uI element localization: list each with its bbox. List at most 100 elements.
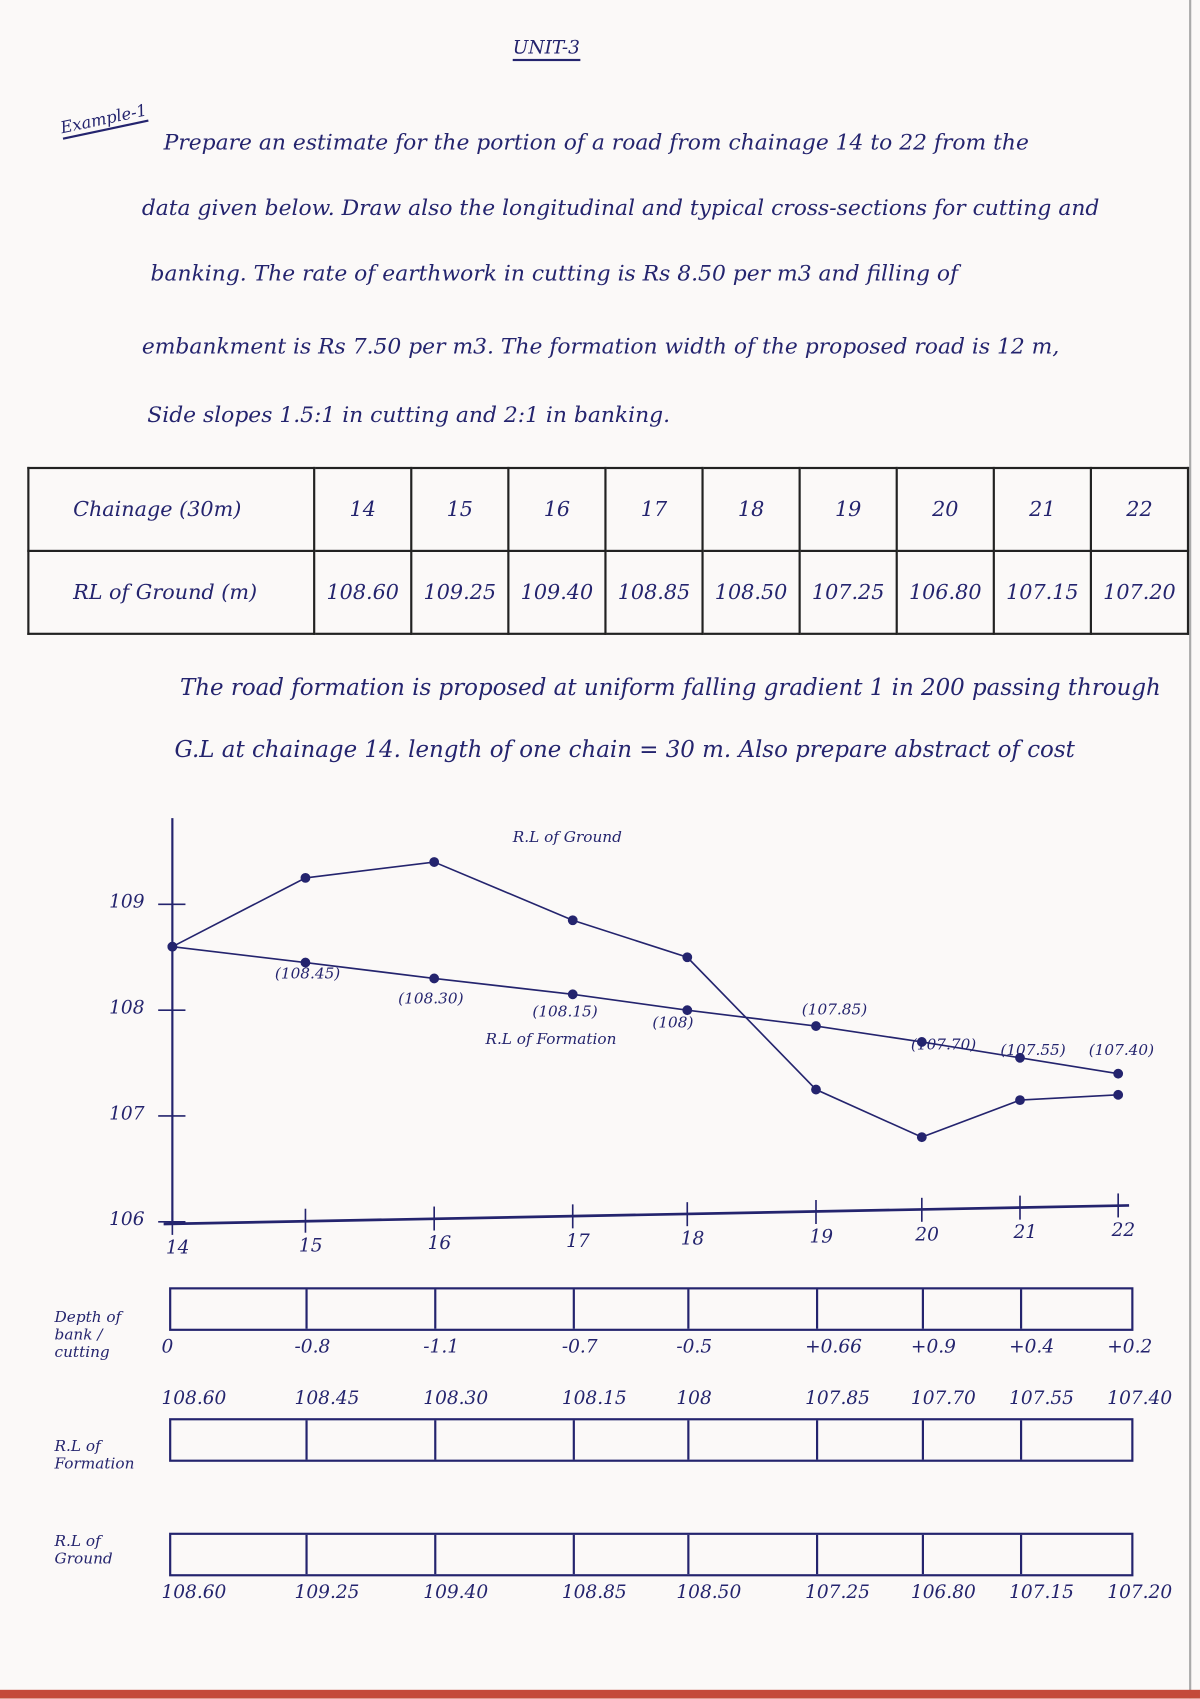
formation-point — [682, 1005, 693, 1016]
rl-ground-header: RL of Ground (m) — [27, 549, 316, 635]
rl-ground-value: 107.20 — [1107, 1581, 1173, 1604]
chainage-cell: 17 — [604, 466, 704, 552]
rl-ground-cell: 109.40 — [507, 549, 607, 635]
chainage-cell: 16 — [507, 466, 607, 552]
problem-line-3: banking. The rate of earthwork in cuttin… — [150, 259, 959, 286]
band-divider — [921, 1420, 924, 1460]
rl-formation-value: 108.45 — [294, 1387, 360, 1410]
band-divider — [921, 1534, 924, 1575]
band-divider — [687, 1534, 690, 1575]
band-divider — [572, 1289, 575, 1329]
rl-formation-value: 108 — [676, 1387, 712, 1410]
band-divider — [921, 1289, 924, 1329]
chainage-cell: 22 — [1089, 466, 1190, 552]
rl-formation-band — [169, 1418, 1134, 1462]
chainage-cell: 19 — [798, 466, 898, 552]
x-tick-label: 17 — [566, 1230, 590, 1253]
ground-series-label: R.L of Ground — [512, 829, 622, 847]
x-tick-label: 15 — [298, 1234, 323, 1257]
rl-ground-value: 108.85 — [561, 1581, 627, 1604]
x-axis — [163, 1204, 1130, 1226]
band-divider — [572, 1420, 575, 1460]
ground-point — [429, 857, 440, 867]
formation-point — [811, 1021, 821, 1031]
rl-formation-label: R.L of Formation — [54, 1437, 135, 1473]
unit-heading: UNIT-3 — [512, 37, 580, 62]
point-label: (108.30) — [398, 990, 464, 1008]
ground-point — [811, 1084, 821, 1095]
formation-point — [1113, 1068, 1124, 1079]
band-divider — [434, 1534, 437, 1575]
rl-formation-value: 107.40 — [1107, 1387, 1173, 1410]
band-divider — [687, 1289, 690, 1329]
ground-point — [682, 952, 693, 963]
rl-ground-label: R.L of Ground — [54, 1532, 113, 1568]
x-tick-label: 14 — [165, 1237, 190, 1259]
x-tick-label: 19 — [809, 1226, 834, 1248]
point-label: (107.55) — [1000, 1041, 1066, 1060]
formation-series-label: R.L of Formation — [485, 1030, 617, 1049]
x-tick-label: 22 — [1111, 1219, 1136, 1242]
x-tick-label: 16 — [427, 1232, 452, 1255]
rl-ground-cell: 107.15 — [992, 549, 1092, 635]
problem-line-4: embankment is Rs 7.50 per m3. The format… — [141, 332, 1060, 359]
note-line-2: G.L at chainage 14. length of one chain … — [174, 736, 1075, 763]
band-divider — [305, 1420, 308, 1460]
chainage-cell: 21 — [992, 466, 1092, 552]
rl-ground-value: 108.60 — [161, 1581, 227, 1604]
formation-point — [567, 989, 578, 1000]
chainage-row: Chainage (30m) 14 15 16 17 18 19 20 21 22 — [27, 466, 1190, 552]
ground-point — [1113, 1089, 1124, 1100]
point-label: (107.70) — [910, 1036, 977, 1054]
point-label: (107.85) — [801, 1001, 868, 1019]
rl-ground-cell: 109.25 — [410, 549, 510, 635]
rl-formation-value: 108.60 — [161, 1387, 227, 1410]
y-tick-label: 108 — [109, 997, 145, 1019]
problem-line-2: data given below. Draw also the longitud… — [141, 194, 1100, 221]
formation-point — [1015, 1052, 1025, 1063]
band-divider — [1019, 1420, 1023, 1460]
point-label: (107.40) — [1088, 1041, 1155, 1060]
point-label: (108.45) — [274, 965, 341, 983]
rl-ground-cell: 108.50 — [701, 549, 801, 635]
chainage-header: Chainage (30m) — [27, 466, 316, 552]
depth-value: -0.7 — [561, 1336, 598, 1359]
chainage-cell: 15 — [410, 466, 510, 552]
band-divider — [815, 1420, 819, 1460]
y-tick-label: 109 — [109, 891, 145, 914]
rl-formation-value: 108.30 — [423, 1387, 489, 1410]
chainage-cell: 20 — [895, 466, 995, 552]
rl-formation-value: 107.85 — [805, 1387, 870, 1410]
rl-ground-row: RL of Ground (m) 108.60 109.25 109.40 108.8… — [27, 549, 1190, 635]
depth-value: +0.66 — [805, 1336, 862, 1359]
problem-line-5: Side slopes 1.5:1 in cutting and 2:1 in … — [147, 401, 671, 428]
formation-point — [916, 1037, 927, 1047]
rl-ground-cell: 108.85 — [604, 549, 704, 635]
rl-ground-band — [169, 1532, 1134, 1577]
page-bottom-edge — [0, 1689, 1200, 1699]
depth-label: Depth of bank / cutting — [54, 1309, 122, 1362]
x-tick-label: 18 — [680, 1228, 705, 1251]
band-divider — [572, 1534, 575, 1575]
rl-ground-cell: 107.20 — [1089, 549, 1190, 635]
x-tick-label: 20 — [915, 1223, 939, 1246]
band-divider — [815, 1534, 819, 1575]
depth-value: 0 — [161, 1336, 174, 1359]
y-tick-label: 106 — [109, 1208, 145, 1231]
note-line-1: The road formation is proposed at unifor… — [179, 674, 1161, 701]
rl-ground-cell: 108.60 — [313, 549, 413, 635]
band-divider — [434, 1420, 437, 1460]
band-divider — [1019, 1289, 1023, 1329]
rl-ground-value: 109.25 — [294, 1581, 360, 1604]
band-divider — [305, 1534, 308, 1575]
ground-point — [567, 915, 578, 926]
rl-ground-value: 108.50 — [676, 1581, 742, 1604]
page-edge — [1189, 0, 1192, 1699]
depth-value: +0.4 — [1009, 1336, 1055, 1359]
rl-ground-value: 107.15 — [1009, 1581, 1074, 1604]
formation-point — [167, 941, 178, 952]
depth-value: -1.1 — [423, 1336, 460, 1359]
depth-value: -0.5 — [676, 1336, 713, 1359]
